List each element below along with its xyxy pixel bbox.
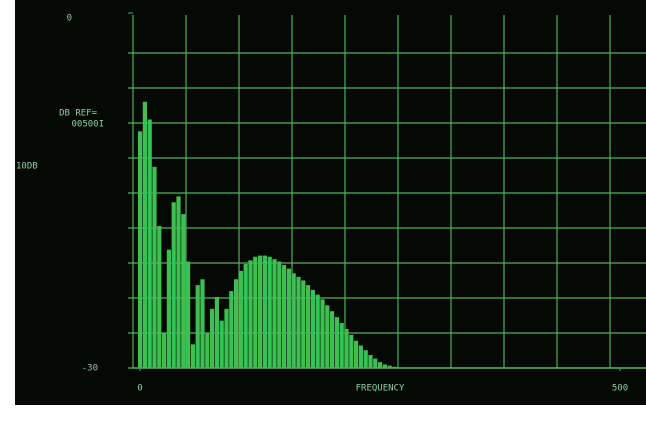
x-axis-label: FREQUENCY [356, 384, 405, 394]
spectrum-bar [267, 256, 272, 368]
spectrum-bar [358, 345, 363, 368]
spectrum-bar [176, 196, 181, 368]
spectrum-bar [339, 323, 344, 368]
spectrum-bar [234, 279, 239, 368]
spectrum-bar [354, 340, 359, 368]
y-tick-label: 0 [67, 14, 72, 24]
x-tick-label: 0 [137, 384, 142, 394]
spectrum-bar [315, 294, 320, 368]
spectrum-bar [253, 256, 258, 368]
spectrum-bar [190, 344, 195, 368]
spectrum-bar [262, 255, 267, 368]
spectrum-bar [214, 297, 219, 368]
spectrum-bar [320, 299, 325, 368]
spectrum-bar [330, 311, 335, 368]
spectrum-bar [272, 259, 277, 368]
spectrum-bar [138, 131, 143, 368]
spectrum-bar [387, 365, 392, 368]
spectrum-bar [382, 364, 387, 368]
spectrum-bar [171, 202, 176, 368]
spectrum-bar [373, 358, 378, 368]
spectrum-bar [243, 263, 248, 368]
spectrum-bar [142, 101, 147, 368]
y-tick-label: -30 [82, 364, 98, 374]
spectrum-bar [296, 276, 301, 368]
spectrum-bar [224, 308, 229, 368]
spectrum-bar [368, 354, 373, 368]
spectrum-bar [310, 289, 315, 368]
spectrum-bar [286, 268, 291, 368]
spectrum-bar [195, 285, 200, 368]
spectrum-bar [210, 308, 215, 368]
spectrum-bar [147, 119, 152, 368]
spectrum-bar [219, 320, 224, 368]
spectrum-bar [181, 214, 186, 368]
y-axis-label: 10DB [16, 162, 38, 172]
spectrum-bar [229, 291, 234, 368]
ref-label: DB REF= [59, 109, 98, 119]
spectrum-bar [152, 166, 157, 368]
spectrum-bar [248, 260, 253, 368]
spectrum-bar [277, 261, 282, 368]
x-tick-label: 500 [612, 384, 628, 394]
spectrum-bar [306, 285, 311, 368]
spectrum-bar [344, 328, 349, 368]
spectrum-bar [349, 334, 354, 368]
spectrum-bar [363, 350, 368, 368]
spectrum-bar [282, 265, 287, 368]
spectrum-bar [186, 261, 191, 368]
spectrum-bar [162, 332, 167, 368]
spectrum-bar [205, 332, 210, 368]
spectrum-bar [334, 317, 339, 368]
ref-value: 00500I [71, 120, 104, 130]
spectrum-bar [258, 255, 263, 368]
spectrum-bar [291, 273, 296, 368]
spectrum-bar [157, 226, 162, 368]
spectrum-bar [325, 305, 330, 368]
spectrum-bar [200, 279, 205, 368]
spectrum-bar [301, 280, 306, 368]
spectrum-bar [238, 270, 243, 368]
spectrum-bar [166, 249, 171, 368]
spectrum-bar [378, 362, 383, 368]
